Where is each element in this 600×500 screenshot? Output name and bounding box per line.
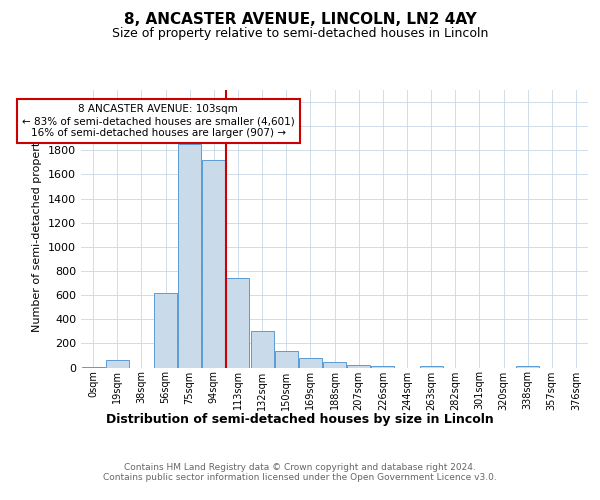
Bar xyxy=(275,350,298,368)
Bar xyxy=(106,360,128,368)
Bar xyxy=(154,292,177,368)
Bar xyxy=(516,366,539,368)
Bar xyxy=(323,362,346,368)
Text: 8 ANCASTER AVENUE: 103sqm
← 83% of semi-detached houses are smaller (4,601)
16% : 8 ANCASTER AVENUE: 103sqm ← 83% of semi-… xyxy=(22,104,295,138)
Bar xyxy=(347,365,370,368)
Text: Contains HM Land Registry data © Crown copyright and database right 2024.
Contai: Contains HM Land Registry data © Crown c… xyxy=(103,462,497,482)
Bar xyxy=(419,366,443,368)
Y-axis label: Number of semi-detached properties: Number of semi-detached properties xyxy=(32,126,43,332)
Text: 8, ANCASTER AVENUE, LINCOLN, LN2 4AY: 8, ANCASTER AVENUE, LINCOLN, LN2 4AY xyxy=(124,12,476,28)
Bar xyxy=(226,278,250,368)
Bar xyxy=(299,358,322,368)
Text: Size of property relative to semi-detached houses in Lincoln: Size of property relative to semi-detach… xyxy=(112,28,488,40)
Bar xyxy=(82,367,104,368)
Bar xyxy=(371,366,394,368)
Bar xyxy=(202,160,225,368)
Text: Distribution of semi-detached houses by size in Lincoln: Distribution of semi-detached houses by … xyxy=(106,412,494,426)
Bar xyxy=(251,332,274,368)
Bar xyxy=(178,144,201,368)
